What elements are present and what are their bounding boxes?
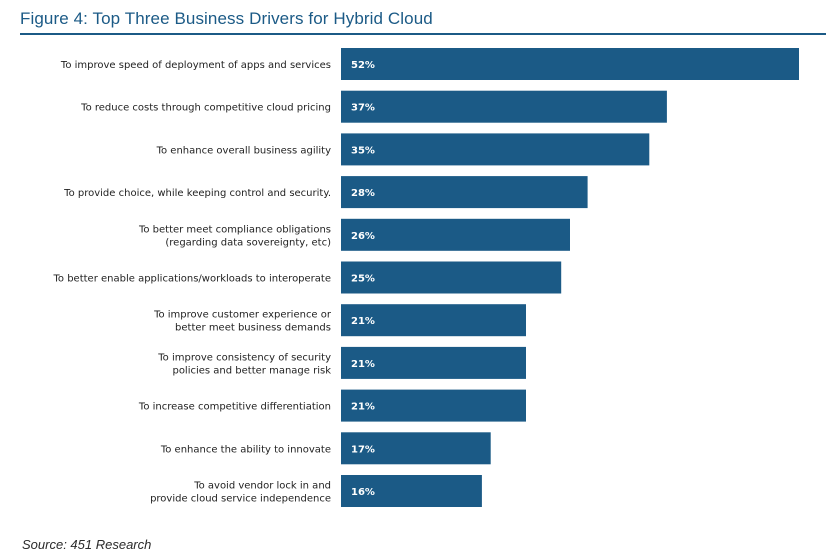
category-label: To better enable applications/workloads … <box>53 274 332 285</box>
value-label: 26% <box>351 231 375 242</box>
category-label: To better meet compliance obligations (re… <box>138 224 331 248</box>
chart-title: Figure 4: Top Three Business Drivers for… <box>20 9 433 28</box>
bar-6 <box>341 261 562 294</box>
bar-2 <box>341 90 667 123</box>
category-label: To reduce costs through competitive clou… <box>80 103 331 114</box>
bar-8 <box>341 346 526 379</box>
bar-3 <box>341 133 650 166</box>
bar-11 <box>341 475 482 507</box>
bar-5 <box>341 218 570 251</box>
value-label: 21% <box>351 359 375 370</box>
value-label: 17% <box>351 444 375 455</box>
bar-7 <box>341 304 526 337</box>
bar-10 <box>341 432 491 465</box>
value-label: 37% <box>351 103 375 114</box>
bar-9 <box>341 389 526 422</box>
value-label: 52% <box>351 60 375 71</box>
category-label: To enhance overall business agility <box>156 145 331 156</box>
source-note: Source: 451 Research <box>22 537 152 552</box>
value-label: 21% <box>351 316 375 327</box>
category-label: To improve customer experience or better … <box>153 310 332 334</box>
bar-4 <box>341 176 588 209</box>
value-label: 28% <box>351 188 375 199</box>
category-label: To provide choice, while keeping control… <box>63 188 331 199</box>
value-label: 16% <box>351 487 375 498</box>
title-divider <box>20 33 826 35</box>
category-label: To avoid vendor lock in and provide cloud… <box>150 481 331 505</box>
value-label: 35% <box>351 145 375 156</box>
category-label: To increase competitive differentiation <box>138 402 331 413</box>
bar-1 <box>341 48 799 80</box>
category-label: To enhance the ability to innovate <box>160 444 331 455</box>
category-label: To improve consistency of security polici… <box>157 352 331 376</box>
value-label: 25% <box>351 274 375 285</box>
value-label: 21% <box>351 402 375 413</box>
category-label: To improve speed of deployment of apps a… <box>60 60 331 71</box>
